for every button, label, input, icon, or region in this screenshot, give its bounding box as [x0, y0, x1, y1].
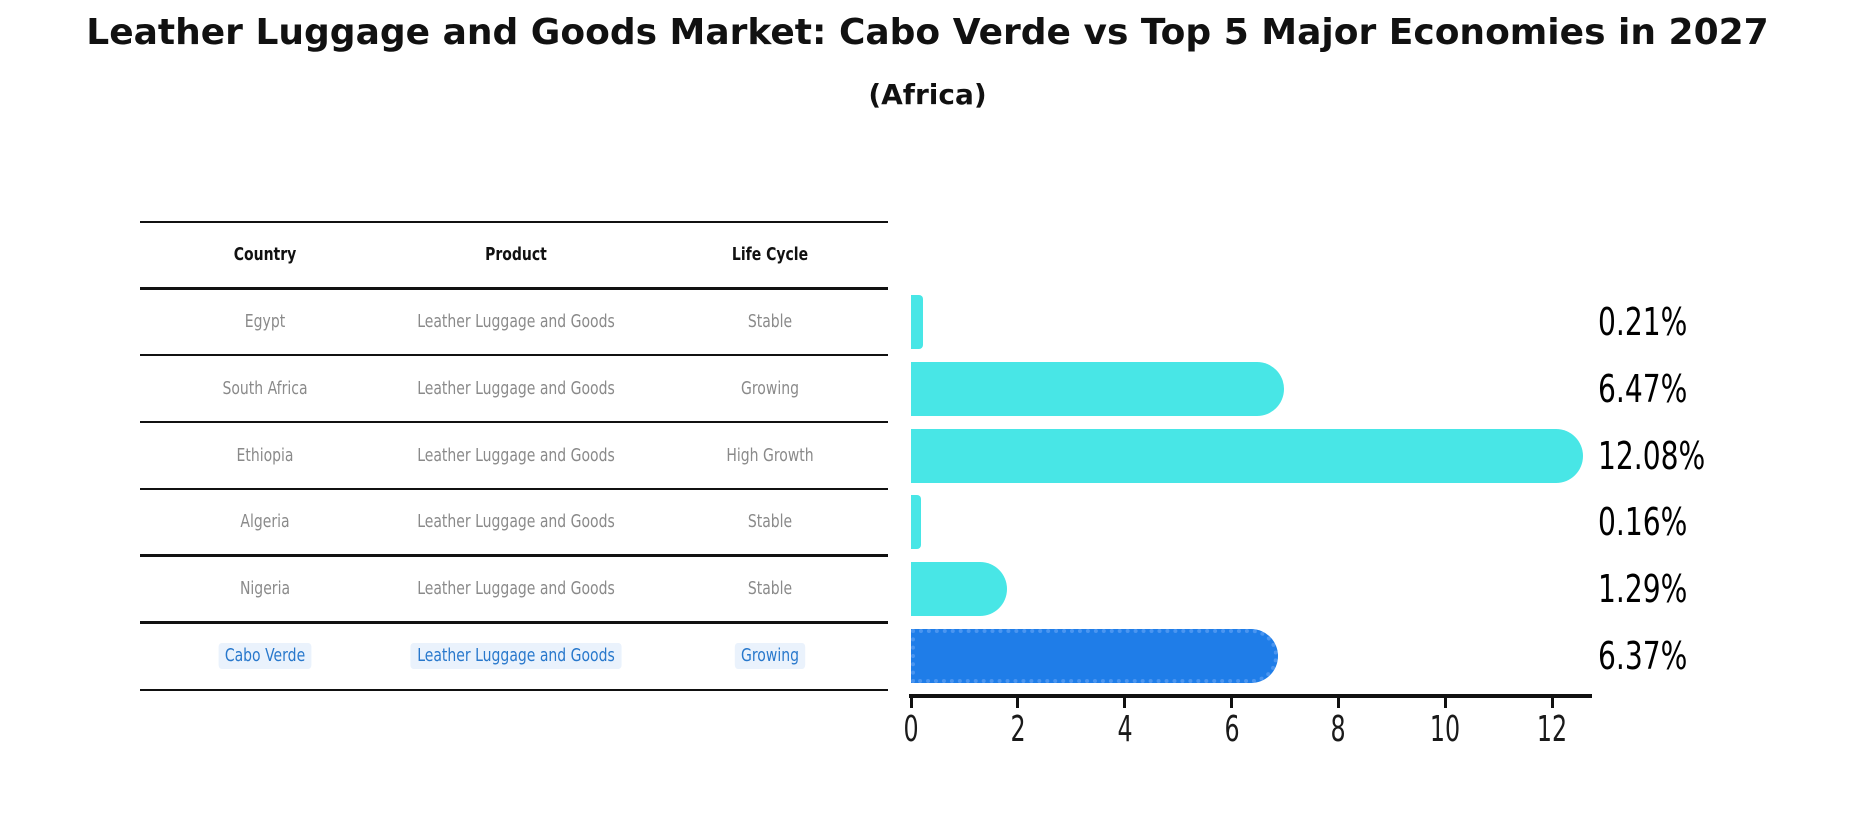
table-cell-life-cycle: Growing	[741, 379, 799, 399]
table-cell-life-cycle: Stable	[747, 579, 793, 599]
x-axis-tick-mark	[1123, 696, 1127, 708]
x-axis-tick-label: 6	[1223, 709, 1240, 750]
bar-ethiopia	[911, 428, 1584, 483]
x-axis-tick-label: 8	[1330, 709, 1346, 750]
x-axis-tick-mark	[1336, 696, 1340, 708]
table-header-product: Product	[485, 245, 547, 265]
value-label: 6.37%	[1598, 634, 1688, 679]
table-rule	[140, 487, 888, 491]
table-cell-product-highlighted: Leather Luggage and Goods	[380, 640, 652, 672]
table-cell-country: South Africa	[222, 379, 308, 399]
table-header-life-cycle: Life Cycle	[731, 245, 809, 265]
table-rule	[140, 220, 888, 224]
table-rule	[140, 287, 888, 290]
table-cell-product: Leather Luggage and Goods	[417, 446, 615, 466]
x-axis-tick-mark	[1550, 696, 1554, 708]
table-cell-country: Nigeria	[239, 579, 291, 599]
table-cell-product: Leather Luggage and Goods	[417, 579, 615, 599]
table-rule	[140, 353, 888, 357]
page-title: Leather Luggage and Goods Market: Cabo V…	[86, 12, 1769, 53]
x-axis-line	[909, 694, 1592, 698]
value-label: 0.16%	[1598, 500, 1688, 545]
x-axis-tick-label: 2	[1010, 709, 1026, 750]
table-rule	[140, 621, 888, 624]
table-rule	[140, 420, 888, 424]
value-label: 12.08%	[1598, 433, 1706, 478]
value-label: 6.47%	[1598, 366, 1688, 411]
x-axis-tick-mark	[1230, 696, 1234, 708]
value-label: 0.21%	[1598, 299, 1688, 344]
table-cell-life-cycle-highlighted: Growing	[634, 640, 906, 672]
bar-algeria	[911, 495, 921, 550]
x-axis-tick-label: 0	[903, 709, 919, 750]
x-axis-tick-label: 12	[1536, 709, 1568, 750]
table-header-country: Country	[233, 245, 297, 265]
table-cell-country: Algeria	[240, 512, 290, 532]
bar-south-africa	[911, 361, 1284, 416]
x-axis-tick-mark	[1443, 696, 1447, 708]
table-cell-product: Leather Luggage and Goods	[417, 312, 615, 332]
table-rule	[140, 688, 888, 692]
x-axis-tick-mark	[1016, 696, 1020, 708]
x-axis-tick-label: 10	[1430, 709, 1461, 750]
table-cell-country: Egypt	[244, 312, 286, 332]
bar-highlighted-cabo-verde	[911, 629, 1279, 684]
x-axis-tick-label: 4	[1117, 709, 1133, 750]
page-subtitle: (Africa)	[868, 78, 987, 111]
table-cell-life-cycle: Stable	[747, 512, 793, 532]
bar-egypt	[911, 294, 924, 349]
table-cell-product: Leather Luggage and Goods	[417, 512, 615, 532]
x-axis-tick-mark	[909, 696, 913, 708]
table-cell-country-highlighted: Cabo Verde	[129, 640, 401, 672]
value-label: 1.29%	[1598, 567, 1688, 611]
table-cell-country: Ethiopia	[236, 446, 294, 466]
table-cell-life-cycle: Stable	[747, 312, 793, 332]
table-rule	[140, 554, 888, 557]
table-cell-product: Leather Luggage and Goods	[417, 379, 615, 399]
bar-nigeria	[911, 562, 1007, 616]
table-cell-life-cycle: High Growth	[726, 446, 814, 466]
